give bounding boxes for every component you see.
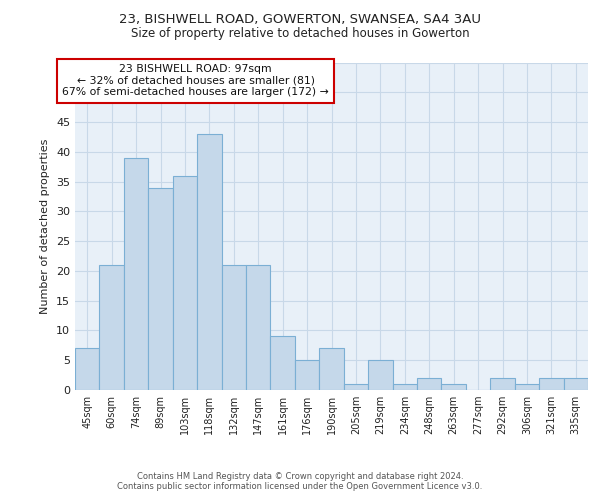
Bar	[246, 265, 271, 390]
Bar	[148, 188, 173, 390]
Bar	[124, 158, 148, 390]
Text: Size of property relative to detached houses in Gowerton: Size of property relative to detached ho…	[131, 28, 469, 40]
Bar	[319, 348, 344, 390]
Text: 23 BISHWELL ROAD: 97sqm
← 32% of detached houses are smaller (81)
67% of semi-de: 23 BISHWELL ROAD: 97sqm ← 32% of detache…	[62, 64, 329, 98]
Bar	[368, 360, 392, 390]
Y-axis label: Number of detached properties: Number of detached properties	[40, 138, 50, 314]
Bar	[173, 176, 197, 390]
Bar	[392, 384, 417, 390]
Bar	[271, 336, 295, 390]
Bar	[417, 378, 442, 390]
Bar	[563, 378, 588, 390]
Bar	[75, 348, 100, 390]
Text: 23, BISHWELL ROAD, GOWERTON, SWANSEA, SA4 3AU: 23, BISHWELL ROAD, GOWERTON, SWANSEA, SA…	[119, 12, 481, 26]
Text: Contains public sector information licensed under the Open Government Licence v3: Contains public sector information licen…	[118, 482, 482, 491]
Bar	[490, 378, 515, 390]
Text: Contains HM Land Registry data © Crown copyright and database right 2024.: Contains HM Land Registry data © Crown c…	[137, 472, 463, 481]
Bar	[515, 384, 539, 390]
Bar	[539, 378, 563, 390]
Bar	[295, 360, 319, 390]
Bar	[197, 134, 221, 390]
Bar	[100, 265, 124, 390]
Bar	[344, 384, 368, 390]
Bar	[442, 384, 466, 390]
Bar	[221, 265, 246, 390]
